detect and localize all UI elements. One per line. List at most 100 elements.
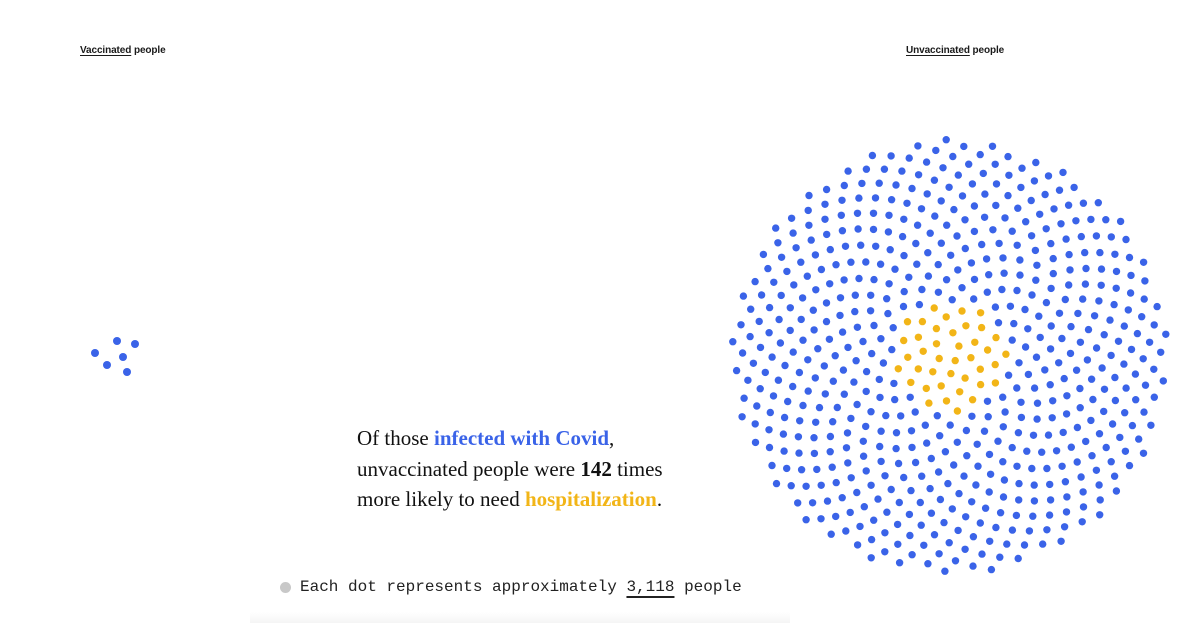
- unvaccinated-infected-dot: [915, 300, 924, 309]
- unvaccinated-infected-dot: [1076, 338, 1085, 346]
- unvaccinated-infected-dot: [953, 232, 961, 240]
- unvaccinated-infected-dot: [941, 567, 949, 575]
- unvaccinated-infected-dot: [868, 349, 876, 358]
- unvaccinated-infected-dot: [846, 508, 854, 517]
- unvaccinated-infected-dot: [998, 285, 1006, 294]
- unvaccinated-infected-dot: [1139, 355, 1147, 363]
- unvaccinated-infected-dot: [891, 265, 899, 273]
- unvaccinated-infected-dot: [1008, 336, 1016, 344]
- unvaccinated-group-label: Unvaccinated people: [906, 45, 1004, 56]
- unvaccinated-infected-dot: [934, 260, 942, 269]
- unvaccinated-infected-dot: [1107, 351, 1115, 360]
- unvaccinated-hospitalized-dot: [918, 317, 927, 326]
- unvaccinated-infected-dot: [1025, 527, 1034, 535]
- unvaccinated-infected-dot: [892, 429, 901, 437]
- unvaccinated-infected-dot: [973, 440, 981, 448]
- unvaccinated-infected-dot: [1081, 280, 1090, 288]
- unvaccinated-infected-dot: [1100, 331, 1108, 339]
- unvaccinated-infected-dot: [1106, 316, 1114, 324]
- unvaccinated-infected-dot: [1124, 306, 1133, 314]
- unvaccinated-infected-dot: [766, 408, 774, 417]
- unvaccinated-infected-dot: [1121, 409, 1129, 417]
- unvaccinated-infected-dot: [1111, 396, 1120, 405]
- vaccinated-infected-dot: [113, 337, 121, 345]
- unvaccinated-infected-dot: [927, 454, 935, 463]
- unvaccinated-infected-dot: [983, 288, 991, 296]
- unvaccinated-infected-dot: [829, 377, 837, 385]
- unvaccinated-infected-dot: [1097, 281, 1105, 289]
- unvaccinated-infected-dot: [1092, 466, 1101, 474]
- unvaccinated-infected-dot: [978, 550, 986, 558]
- unvaccinated-infected-dot: [1024, 325, 1032, 333]
- unvaccinated-infected-dot: [917, 521, 925, 529]
- unvaccinated-infected-dot: [751, 420, 759, 428]
- vaccinated-dot-cluster: [91, 337, 139, 376]
- unvaccinated-infected-dot: [1038, 448, 1046, 456]
- unvaccinated-infected-dot: [786, 326, 794, 335]
- unvaccinated-infected-dot: [808, 499, 817, 507]
- unvaccinated-hospitalized-dot: [947, 369, 955, 378]
- unvaccinated-infected-dot: [961, 216, 969, 224]
- unvaccinated-infected-dot: [739, 292, 748, 300]
- unvaccinated-infected-dot: [892, 181, 900, 189]
- unvaccinated-infected-dot: [776, 339, 785, 347]
- unvaccinated-infected-dot: [916, 498, 924, 507]
- unvaccinated-hospitalized-dot: [925, 399, 933, 407]
- unvaccinated-infected-dot: [1013, 286, 1021, 295]
- unvaccinated-infected-dot: [942, 136, 950, 144]
- unvaccinated-infected-dot: [1116, 433, 1124, 442]
- vaccinated-infected-dot: [91, 349, 99, 357]
- unvaccinated-infected-dot: [822, 185, 831, 194]
- unvaccinated-infected-dot: [1046, 381, 1054, 389]
- unvaccinated-infected-dot: [1008, 526, 1017, 534]
- unvaccinated-infected-dot: [1088, 452, 1096, 460]
- unvaccinated-infected-dot: [960, 142, 968, 151]
- unvaccinated-infected-dot: [870, 516, 878, 524]
- unvaccinated-hospitalized-dot: [932, 340, 941, 348]
- unvaccinated-infected-dot: [844, 459, 852, 467]
- unvaccinated-infected-dot: [1057, 220, 1065, 228]
- unvaccinated-infected-dot: [1033, 261, 1041, 269]
- unvaccinated-infected-dot: [875, 375, 883, 384]
- unvaccinated-infected-dot: [954, 526, 962, 535]
- unvaccinated-infected-dot: [772, 479, 781, 488]
- unvaccinated-hospitalized-dot: [949, 329, 957, 337]
- unvaccinated-infected-dot: [1049, 254, 1057, 263]
- unvaccinated-infected-dot: [1135, 435, 1143, 443]
- unvaccinated-infected-dot: [1060, 374, 1068, 383]
- unvaccinated-infected-dot: [1157, 348, 1165, 356]
- unvaccinated-infected-dot: [881, 472, 889, 480]
- unvaccinated-infected-dot: [1043, 526, 1051, 534]
- unvaccinated-infected-dot: [1046, 480, 1054, 489]
- statement-part-6: .: [656, 487, 663, 511]
- unvaccinated-infected-dot: [1004, 152, 1012, 161]
- unvaccinated-infected-dot: [829, 418, 837, 426]
- unvaccinated-infected-dot: [853, 488, 861, 497]
- unvaccinated-infected-dot: [780, 447, 788, 455]
- vaccinated-infected-dot: [103, 361, 111, 369]
- unvaccinated-infected-dot: [970, 295, 978, 303]
- unvaccinated-infected-dot: [799, 401, 807, 410]
- unvaccinated-infected-dot: [1031, 246, 1040, 255]
- unvaccinated-infected-dot: [862, 258, 870, 266]
- unvaccinated-infected-dot: [924, 249, 932, 257]
- unvaccinated-infected-dot: [811, 251, 820, 259]
- unvaccinated-infected-dot: [823, 497, 832, 505]
- unvaccinated-infected-dot: [1065, 281, 1073, 289]
- unvaccinated-infected-dot: [859, 452, 868, 460]
- unvaccinated-infected-dot: [844, 167, 852, 175]
- unvaccinated-infected-dot: [847, 258, 855, 266]
- unvaccinated-infected-dot: [792, 244, 800, 252]
- unvaccinated-infected-dot: [768, 461, 776, 470]
- unvaccinated-infected-dot: [1029, 512, 1037, 520]
- unvaccinated-infected-dot: [854, 225, 862, 233]
- unvaccinated-infected-dot: [838, 494, 846, 502]
- unvaccinated-hospitalized-dot: [932, 324, 941, 333]
- unvaccinated-infected-dot: [914, 142, 922, 150]
- unvaccinated-infected-dot: [777, 291, 785, 300]
- unvaccinated-infected-dot: [1112, 284, 1120, 292]
- statement-part-4: times: [611, 456, 663, 481]
- unvaccinated-infected-dot: [958, 284, 966, 292]
- unvaccinated-infected-dot: [832, 512, 840, 521]
